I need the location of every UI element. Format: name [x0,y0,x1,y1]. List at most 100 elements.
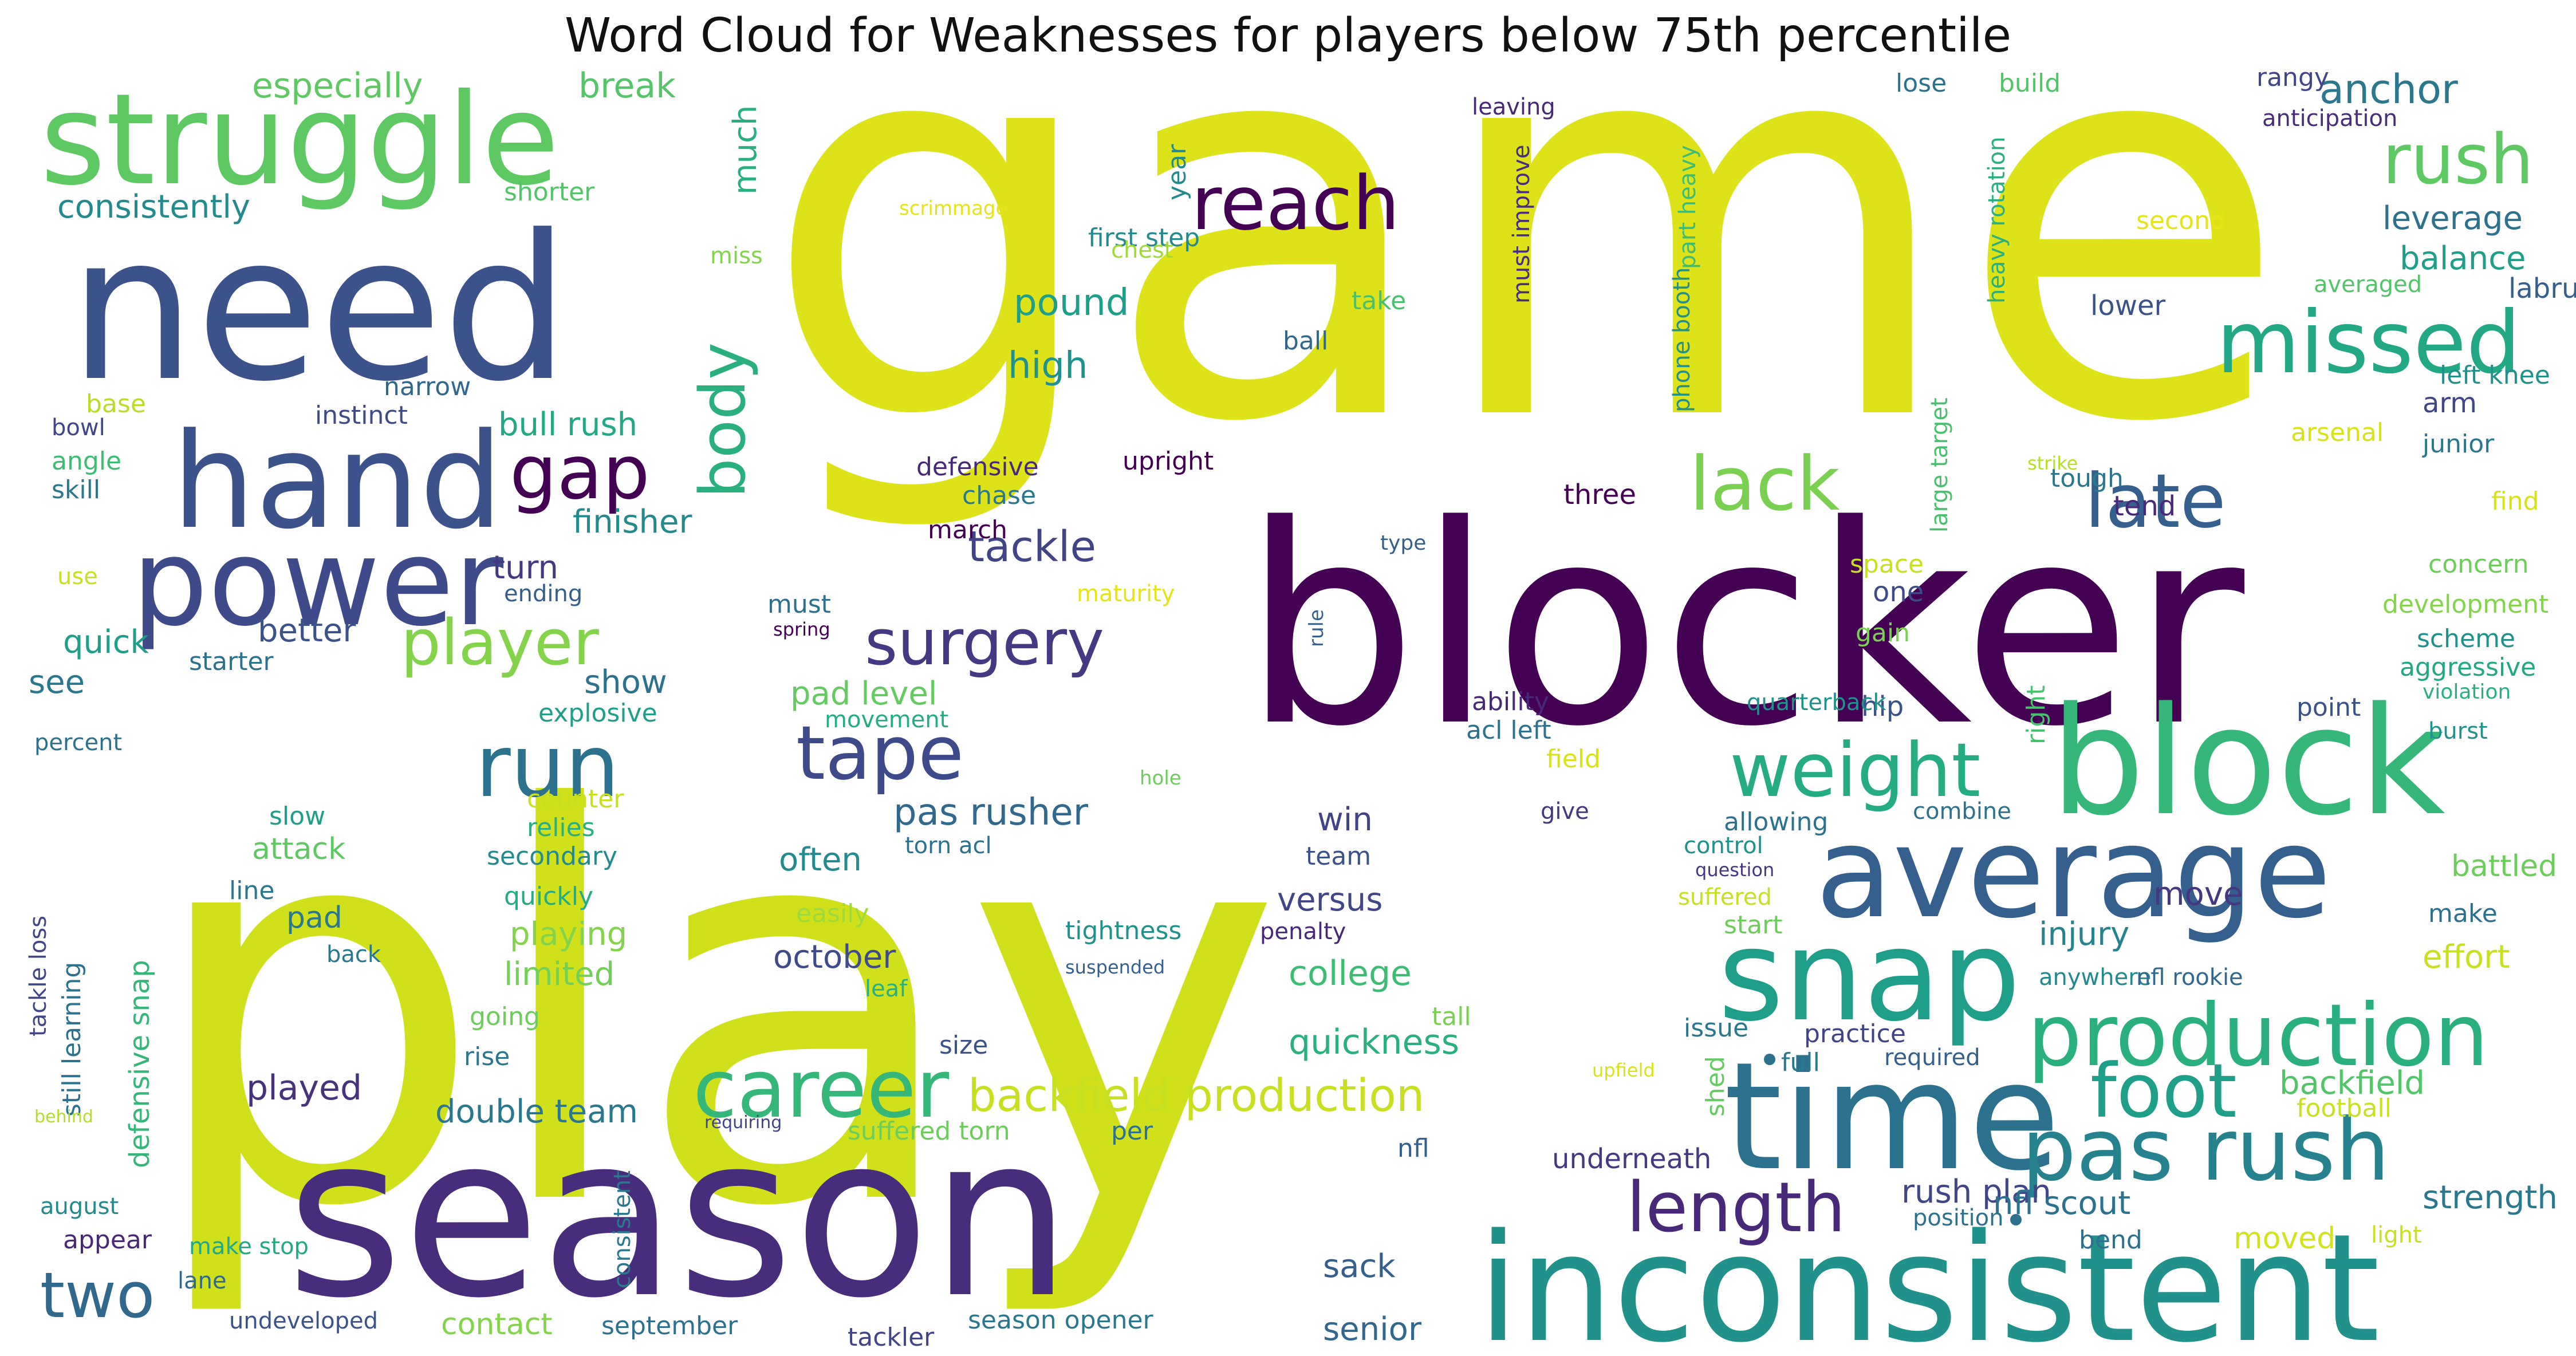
word-three: three [1563,479,1636,511]
word-tackle-loss: tackle loss [25,916,52,1036]
word-right: right [2022,685,2051,744]
word-start: start [1724,910,1782,940]
word-consistently: consistently [57,188,250,226]
word-build: build [1999,69,2061,98]
word-production: production [2027,986,2488,1086]
word-leaf: leaf [865,976,908,1002]
dot-mark [1764,1054,1775,1065]
word-football: football [2297,1094,2392,1123]
word-break: break [578,66,676,106]
word-movement: movement [825,707,948,733]
word-scrimmage: scrimmage [899,197,1007,220]
word-bend: bend [2079,1225,2142,1255]
word-missed: missed [2216,293,2521,393]
word-consistent: consistent [609,1170,636,1288]
word-light: light [2371,1222,2422,1248]
word-struggle: struggle [40,66,560,213]
word-arm: arm [2423,387,2477,419]
word-power: power [132,513,504,653]
word-percent: percent [34,730,122,756]
word-effort: effort [2423,939,2510,976]
word-make-stop: make stop [189,1233,309,1260]
word-high: high [1008,345,1088,387]
word-point: point [2297,693,2361,722]
word-blocker: blocker [1243,467,2247,787]
word-play: play [143,697,1283,1324]
word-bull-rush: bull rush [498,406,637,443]
word-hole: hole [1140,767,1181,790]
word-counter: counter [527,785,624,814]
word-limited: limited [504,956,615,993]
word-first-step: first step [1088,223,1200,253]
word-win: win [1317,801,1373,838]
word-going: going [470,1002,540,1031]
word-behind: behind [34,1107,93,1127]
word-must: must [767,590,831,619]
word-team: team [1306,842,1371,871]
word-strike: strike [2027,452,2078,474]
word-injury: injury [2039,916,2129,953]
word-quarterback: quarterback [1747,689,1886,716]
word-line: line [229,876,274,905]
word-battled: battled [2451,849,2557,884]
word-junior: junior [2422,429,2495,459]
word-playing: playing [510,916,627,953]
word-backfield: backfield [2279,1065,2425,1102]
word-undeveloped: undeveloped [229,1308,378,1334]
word-quickness: quickness [1289,1022,1459,1062]
word-appear: appear [63,1225,152,1255]
word-august: august [40,1193,119,1220]
word-rangy: rangy [2256,63,2329,92]
word-second: second [2136,206,2226,235]
word-gain: gain [1856,618,1910,648]
word-hip: hip [1861,691,1904,723]
word-acl-left: acl left [1466,716,1551,745]
dot-mark [2010,1214,2022,1225]
word-angle: angle [52,447,121,476]
word-type: type [1380,531,1426,555]
word-contact: contact [441,1307,553,1342]
word-full: full [1781,1048,1820,1077]
word-time: time [1724,1031,2060,1204]
word-average: average [1815,799,2331,946]
word-september: september [601,1311,738,1341]
word-size: size [939,1031,988,1060]
word-space: space [1850,550,1924,579]
word-slow: slow [269,802,325,831]
word-moved: moved [2234,1221,2335,1256]
word-block: block [2050,676,2445,849]
word-scheme: scheme [2417,624,2515,653]
word-quick: quick [63,624,149,661]
word-show: show [584,664,667,701]
word-combine: combine [1913,798,2011,825]
chart-title: Word Cloud for Weaknesses for players be… [564,9,2012,63]
word-maturity: maturity [1077,581,1175,607]
word-averaged: averaged [2314,271,2422,298]
word-leaving: leaving [1472,94,1555,120]
word-per: per [1111,1117,1153,1146]
word-arsenal: arsenal [2291,418,2384,447]
word-reach: reach [1191,160,1400,247]
word-must-improve: must improve [1508,145,1535,303]
word-penalty: penalty [1260,919,1346,945]
word-narrow: narrow [384,372,471,401]
word-move: move [2153,876,2243,913]
word-development: development [2382,590,2549,619]
word-senior: senior [1323,1311,1422,1348]
word-rise: rise [464,1042,510,1071]
word-back: back [326,941,381,968]
word-one: one [1873,576,1924,608]
word-phone-booth: phone booth [1669,267,1695,412]
word-give: give [1541,798,1589,825]
word-nfl-rookie: nfl rookie [2136,964,2243,991]
word-surgery: surgery [865,606,1104,679]
word-defensive-snap: defensive snap [124,960,156,1168]
word-sack: sack [1323,1248,1396,1285]
word-year: year [1163,144,1192,200]
word-often: often [779,841,862,878]
word-still-learning: still learning [57,962,86,1117]
word-lower: lower [2090,290,2165,322]
word-pound: pound [1014,282,1129,324]
word-anchor: anchor [2319,66,2458,113]
word-backfield-production: backfield production [968,1070,1424,1122]
